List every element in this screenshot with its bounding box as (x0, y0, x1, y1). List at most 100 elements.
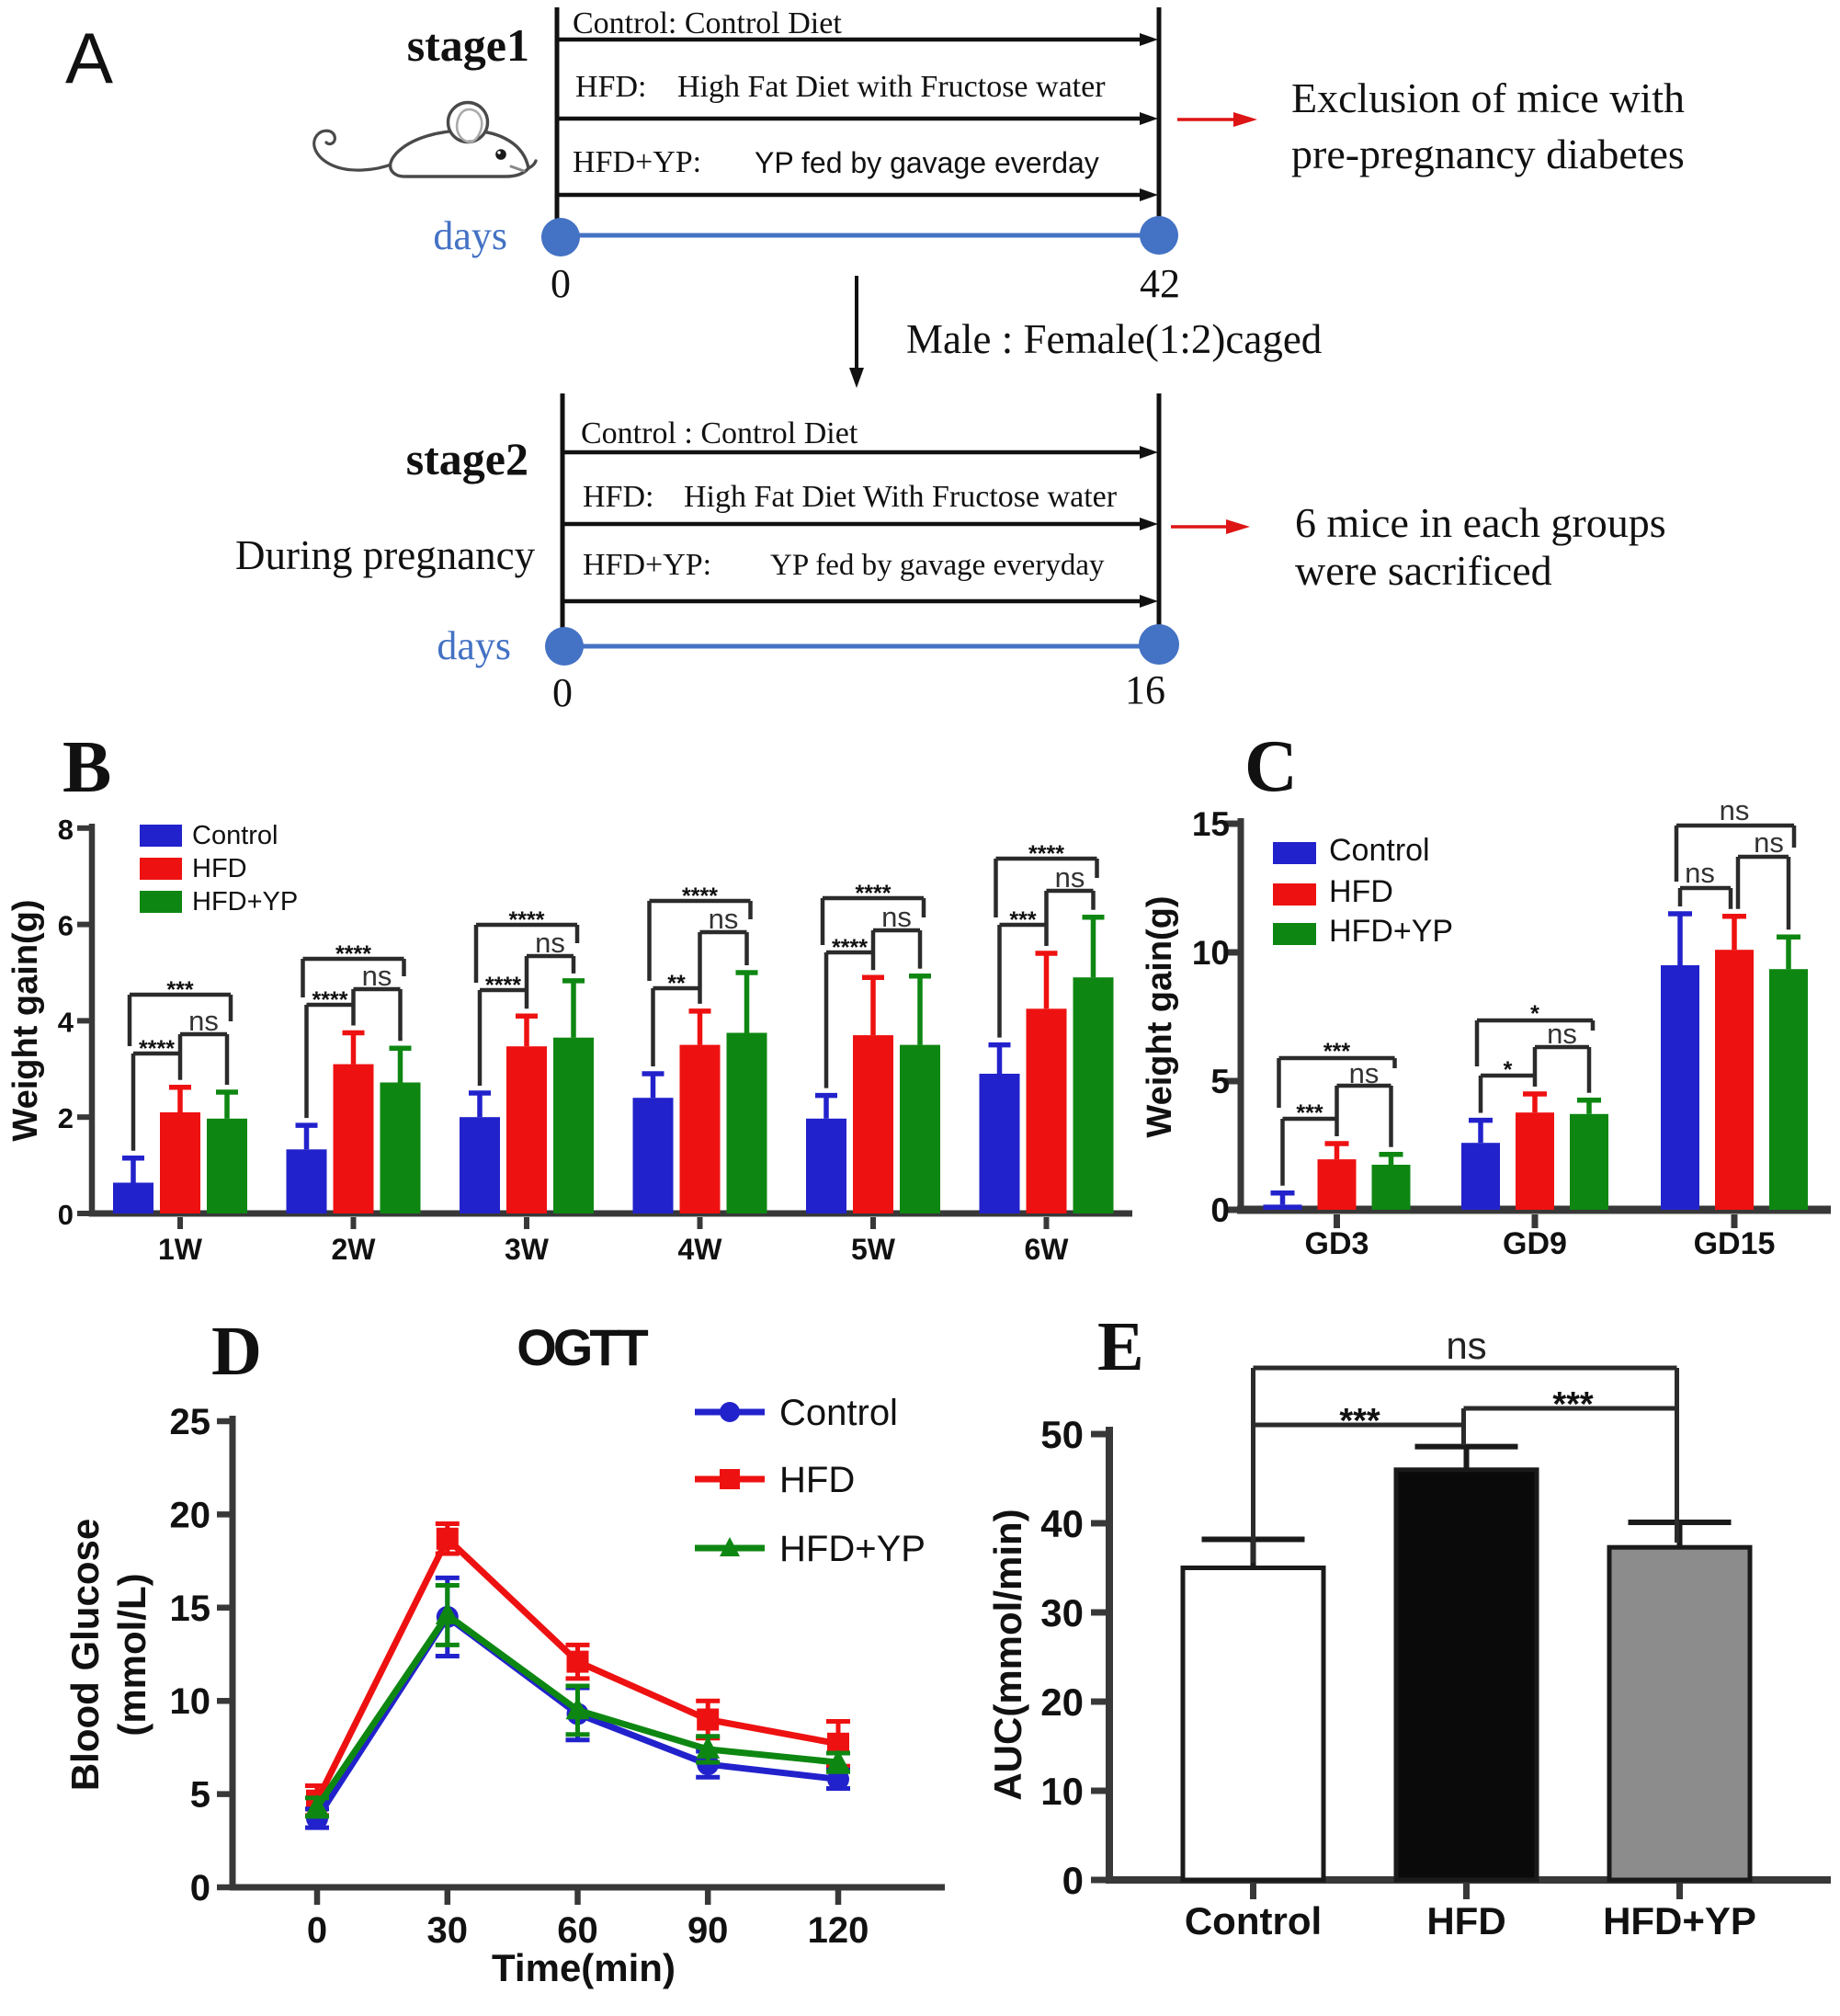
svg-text:3W: 3W (505, 1233, 550, 1266)
svg-text:Male : Female(1:2)caged: Male : Female(1:2)caged (906, 316, 1322, 362)
svg-text:0: 0 (307, 1910, 327, 1951)
svg-text:ns: ns (1685, 857, 1715, 889)
svg-text:40: 40 (1040, 1502, 1084, 1545)
svg-text:0: 0 (190, 1868, 210, 1908)
svg-text:HFD:: HFD: (575, 70, 646, 104)
svg-text:1W: 1W (158, 1233, 203, 1266)
svg-text:10: 10 (1040, 1770, 1084, 1813)
svg-text:B: B (62, 727, 111, 808)
svg-text:HFD: HFD (1329, 874, 1393, 909)
svg-text:****: **** (682, 883, 718, 909)
svg-text:50: 50 (1040, 1413, 1084, 1456)
svg-text:Control: Control (1185, 1899, 1322, 1942)
svg-text:HFD+YP: HFD+YP (1329, 914, 1453, 949)
svg-text:30: 30 (427, 1910, 469, 1951)
svg-text:D: D (211, 1313, 262, 1390)
svg-text:****: **** (312, 987, 348, 1013)
svg-text:*: * (1530, 1001, 1539, 1027)
svg-text:GD9: GD9 (1503, 1226, 1567, 1261)
svg-text:2: 2 (58, 1102, 74, 1134)
svg-text:Control: Control Diet: Control: Control Diet (573, 6, 842, 40)
svg-text:***: *** (1323, 1039, 1350, 1065)
svg-text:***: *** (166, 977, 193, 1003)
svg-text:Weight gain(g): Weight gain(g) (1141, 895, 1179, 1137)
svg-text:pre-pregnancy diabetes: pre-pregnancy diabetes (1291, 131, 1685, 177)
svg-text:HFD+YP:: HFD+YP: (583, 548, 711, 582)
svg-text:GD3: GD3 (1305, 1226, 1369, 1261)
svg-text:HFD+YP: HFD+YP (779, 1529, 926, 1569)
svg-text:***: *** (1552, 1385, 1594, 1424)
svg-text:****: **** (509, 907, 545, 933)
svg-text:YP fed by gavage everyday: YP fed by gavage everyday (770, 549, 1105, 582)
svg-text:ns: ns (188, 1005, 219, 1037)
svg-text:25: 25 (170, 1402, 211, 1442)
svg-text:Blood Glucose: Blood Glucose (63, 1519, 107, 1791)
svg-text:**: ** (667, 971, 686, 997)
svg-text:0: 0 (1210, 1191, 1230, 1229)
svg-text:days: days (433, 213, 507, 258)
svg-text:ns: ns (362, 960, 392, 992)
svg-text:During pregnancy: During pregnancy (235, 532, 536, 578)
svg-text:60: 60 (557, 1910, 598, 1951)
svg-text:****: **** (139, 1036, 175, 1062)
svg-text:AUC(mmol/min): AUC(mmol/min) (986, 1509, 1029, 1800)
svg-text:ns: ns (1754, 826, 1784, 859)
svg-text:ns: ns (535, 927, 565, 959)
svg-text:120: 120 (808, 1910, 869, 1951)
svg-text:were sacrificed: were sacrificed (1295, 547, 1552, 594)
svg-text:ns: ns (1055, 861, 1085, 894)
svg-text:OGTT: OGTT (517, 1318, 648, 1376)
svg-text:2W: 2W (332, 1233, 377, 1266)
svg-text:YP fed by gavage everday: YP fed by gavage everday (755, 146, 1099, 179)
svg-text:Control: Control (779, 1393, 898, 1433)
svg-text:A: A (65, 17, 113, 98)
svg-text:(mmol/L): (mmol/L) (110, 1573, 153, 1736)
svg-text:HFD: HFD (192, 854, 247, 883)
svg-text:Weight gain(g): Weight gain(g) (6, 899, 45, 1141)
svg-text:stage2: stage2 (406, 433, 528, 484)
svg-text:Control: Control (192, 821, 278, 850)
svg-text:ns: ns (1349, 1057, 1380, 1089)
svg-text:*: * (1504, 1057, 1513, 1083)
svg-text:Exclusion of mice with: Exclusion of mice with (1291, 74, 1685, 121)
svg-text:0: 0 (551, 261, 571, 306)
svg-text:ns: ns (1446, 1324, 1486, 1367)
svg-text:C: C (1244, 726, 1298, 807)
svg-text:6 mice in each groups: 6 mice in each groups (1295, 499, 1666, 546)
svg-text:E: E (1097, 1308, 1144, 1385)
svg-text:****: **** (856, 881, 892, 906)
svg-text:ns: ns (1720, 794, 1750, 826)
svg-text:Control: Control (1329, 833, 1430, 868)
svg-text:High Fat Diet with Fructose wa: High Fat Diet with Fructose water (677, 70, 1106, 104)
svg-text:5: 5 (190, 1775, 210, 1816)
svg-text:HFD+YP:: HFD+YP: (573, 145, 701, 179)
svg-text:days: days (437, 623, 511, 668)
svg-text:***: *** (1296, 1100, 1323, 1126)
svg-text:15: 15 (170, 1589, 211, 1629)
svg-text:HFD+YP: HFD+YP (192, 887, 298, 917)
svg-text:30: 30 (1040, 1591, 1084, 1634)
svg-text:HFD: HFD (1426, 1899, 1505, 1942)
svg-text:15: 15 (1192, 805, 1230, 843)
svg-text:5: 5 (1210, 1063, 1230, 1100)
svg-text:***: *** (1009, 907, 1036, 933)
svg-text:High Fat Diet With Fructose wa: High Fat Diet With Fructose water (684, 480, 1118, 514)
svg-text:8: 8 (58, 814, 74, 846)
svg-text:****: **** (335, 941, 371, 967)
svg-text:90: 90 (687, 1910, 729, 1951)
svg-text:Control : Control Diet: Control : Control Diet (581, 416, 858, 450)
svg-text:4W: 4W (678, 1233, 723, 1266)
svg-text:10: 10 (170, 1681, 211, 1722)
svg-text:20: 20 (1040, 1680, 1084, 1724)
svg-text:20: 20 (170, 1495, 211, 1535)
svg-text:****: **** (1028, 841, 1064, 867)
svg-text:ns: ns (1547, 1018, 1577, 1050)
svg-text:42: 42 (1140, 261, 1180, 306)
svg-text:4: 4 (58, 1006, 74, 1038)
svg-text:Time(min): Time(min) (492, 1946, 676, 1989)
svg-text:16: 16 (1125, 667, 1165, 712)
svg-text:stage1: stage1 (407, 19, 529, 71)
svg-text:10: 10 (1192, 934, 1230, 972)
svg-text:GD15: GD15 (1694, 1226, 1776, 1261)
svg-text:6W: 6W (1025, 1233, 1070, 1266)
